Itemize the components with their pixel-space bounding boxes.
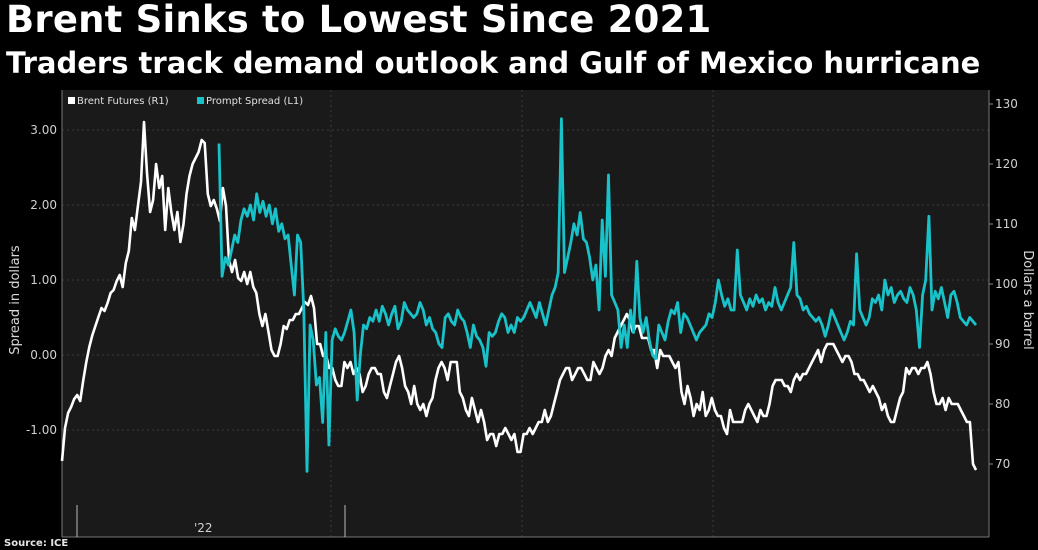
right-tick-label: 80 [995,397,1010,411]
axis-ticks: 3.00 2.00 1.00 0.00 -1.00 130 120 110 100 90 80 70 [26,90,1018,538]
right-tick-label: 90 [995,337,1010,351]
left-tick-label: 2.00 [30,198,57,212]
legend-label-spread: Prompt Spread (L1) [206,96,303,107]
source-note: Source: ICE [4,538,69,549]
left-axis-label: Spread in dollars [8,245,23,355]
left-tick-label: 0.00 [30,348,57,362]
chart-subtitle: Traders track demand outlook and Gulf of… [6,46,981,80]
right-axis-label: Dollars a barrel [1020,250,1035,350]
legend-label-brent: Brent Futures (R1) [77,96,169,107]
right-tick-label: 70 [995,457,1010,471]
series-lines [60,117,978,473]
series-line-prompt-spread [217,117,978,473]
right-tick-label: 100 [995,277,1018,291]
left-tick-label: 3.00 [30,123,57,137]
left-tick-label: 1.00 [30,273,57,287]
chart-title: Brent Sinks to Lowest Since 2021 [6,0,712,41]
left-tick-label: -1.00 [26,423,57,437]
right-tick-label: 110 [995,217,1018,231]
right-tick-label: 130 [995,97,1018,111]
right-tick-label: 120 [995,157,1018,171]
series-line-brent-futures [60,120,978,471]
legend-swatch-spread [197,97,204,104]
legend-swatch-brent [68,97,75,104]
legend: Brent Futures (R1) Prompt Spread (L1) [68,96,303,107]
x-tick-label: '22 [194,521,213,535]
